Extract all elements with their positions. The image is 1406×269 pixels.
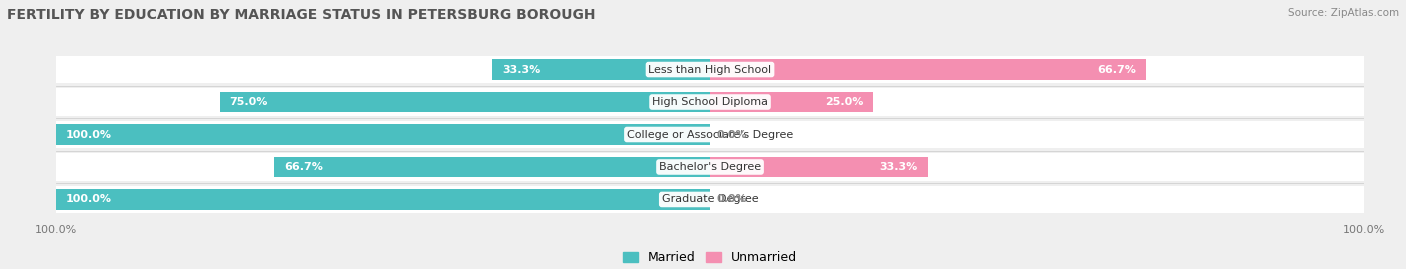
Text: 66.7%: 66.7% bbox=[1098, 65, 1136, 75]
Bar bbox=[274, 157, 710, 177]
Bar bbox=[710, 157, 928, 177]
Text: Less than High School: Less than High School bbox=[648, 65, 772, 75]
Text: 100.0%: 100.0% bbox=[66, 194, 112, 204]
Bar bbox=[56, 56, 1364, 83]
Bar bbox=[492, 59, 710, 80]
Text: 100.0%: 100.0% bbox=[66, 129, 112, 140]
Text: Graduate Degree: Graduate Degree bbox=[662, 194, 758, 204]
Bar bbox=[710, 59, 1146, 80]
Text: 75.0%: 75.0% bbox=[229, 97, 269, 107]
Text: 33.3%: 33.3% bbox=[880, 162, 918, 172]
Bar bbox=[710, 92, 873, 112]
Bar bbox=[56, 125, 710, 144]
Text: 33.3%: 33.3% bbox=[502, 65, 540, 75]
Bar bbox=[56, 186, 1364, 213]
Bar bbox=[56, 89, 1364, 116]
Text: 25.0%: 25.0% bbox=[825, 97, 863, 107]
Bar bbox=[56, 189, 710, 210]
Text: Source: ZipAtlas.com: Source: ZipAtlas.com bbox=[1288, 8, 1399, 18]
Text: FERTILITY BY EDUCATION BY MARRIAGE STATUS IN PETERSBURG BOROUGH: FERTILITY BY EDUCATION BY MARRIAGE STATU… bbox=[7, 8, 596, 22]
Bar bbox=[56, 121, 1364, 148]
Bar bbox=[56, 153, 1364, 180]
Text: 0.0%: 0.0% bbox=[717, 194, 747, 204]
Text: High School Diploma: High School Diploma bbox=[652, 97, 768, 107]
Legend: Married, Unmarried: Married, Unmarried bbox=[619, 246, 801, 269]
Text: 66.7%: 66.7% bbox=[284, 162, 322, 172]
Text: Bachelor's Degree: Bachelor's Degree bbox=[659, 162, 761, 172]
Text: 0.0%: 0.0% bbox=[717, 129, 747, 140]
Bar bbox=[219, 92, 710, 112]
Text: College or Associate's Degree: College or Associate's Degree bbox=[627, 129, 793, 140]
